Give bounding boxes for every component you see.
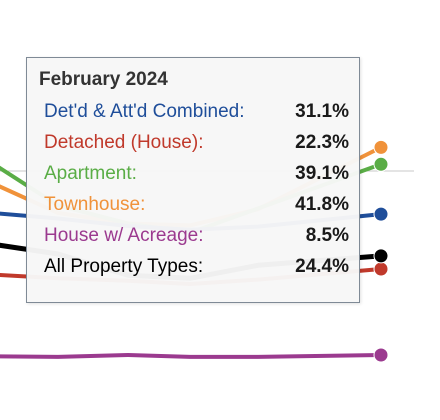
tooltip-title: February 2024 bbox=[39, 69, 168, 90]
data-point-det-d-att-d-combined[interactable] bbox=[373, 206, 389, 222]
data-point-apartment[interactable] bbox=[373, 156, 389, 172]
tooltip-value: 24.4% bbox=[295, 255, 349, 277]
tooltip-value: 39.1% bbox=[295, 162, 349, 184]
data-point-detached-house[interactable] bbox=[373, 261, 389, 277]
tooltip-rows: Det'd & Att'd Combined: 31.1% Detached (… bbox=[44, 96, 349, 282]
data-point-townhouse[interactable] bbox=[373, 139, 389, 155]
tooltip-row-apartment: Apartment: 39.1% bbox=[44, 158, 349, 189]
tooltip-label: All Property Types: bbox=[44, 255, 204, 277]
tooltip-label: Detached (House): bbox=[44, 131, 204, 153]
tooltip-value: 41.8% bbox=[295, 193, 349, 215]
tooltip-label: Apartment: bbox=[44, 162, 137, 184]
tooltip-row-acreage: House w/ Acreage: 8.5% bbox=[44, 220, 349, 251]
tooltip-value: 22.3% bbox=[295, 131, 349, 153]
tooltip-row-combined: Det'd & Att'd Combined: 31.1% bbox=[44, 96, 349, 127]
tooltip-row-all-types: All Property Types: 24.4% bbox=[44, 251, 349, 282]
tooltip-row-townhouse: Townhouse: 41.8% bbox=[44, 189, 349, 220]
tooltip-label: House w/ Acreage: bbox=[44, 224, 204, 246]
data-point-all-property-types[interactable] bbox=[373, 248, 389, 264]
tooltip-value: 31.1% bbox=[295, 100, 349, 122]
series-line-house-w-acreage bbox=[0, 353, 383, 359]
tooltip-value: 8.5% bbox=[305, 224, 349, 246]
tooltip-label: Det'd & Att'd Combined: bbox=[44, 100, 245, 122]
tooltip-row-detached: Detached (House): 22.3% bbox=[44, 127, 349, 158]
tooltip: February 2024 Det'd & Att'd Combined: 31… bbox=[26, 57, 360, 303]
tooltip-label: Townhouse: bbox=[44, 193, 146, 215]
data-point-house-w-acreage[interactable] bbox=[373, 347, 389, 363]
